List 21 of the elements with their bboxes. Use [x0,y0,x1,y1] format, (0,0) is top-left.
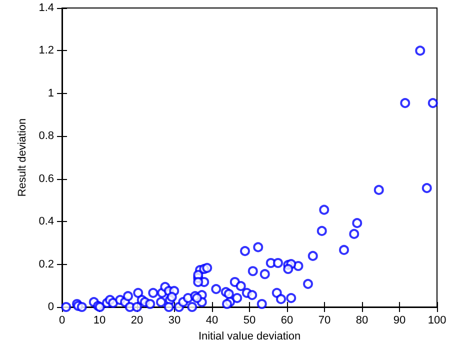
x-tick-label: 40 [206,314,218,326]
y-axis-title: Result deviation [16,118,28,197]
x-tick-label: 30 [168,314,181,326]
x-tick-label: 50 [243,314,256,326]
y-tick-label: 0.4 [38,216,54,228]
x-tick-label: 60 [280,314,294,326]
y-tick-label: 1.4 [38,2,54,14]
x-tick-label: 10 [93,314,106,326]
x-axis-title: Initial value deviation [198,330,301,342]
x-tick-label: 80 [356,314,368,326]
x-tick-label: 90 [393,314,406,326]
x-tick-label: 0 [58,314,66,326]
y-tick-label: 1 [48,87,54,100]
y-tick-label: 1.2 [38,44,54,57]
y-tick-label: 0.6 [38,172,54,185]
x-tick-label: 20 [130,314,144,326]
y-tick-label: 0 [48,301,54,313]
x-tick-label: 70 [318,314,331,326]
y-tick-label: 0.8 [38,130,54,142]
y-tick-label: 0.2 [38,258,54,270]
x-tick-label: 100 [428,314,446,326]
